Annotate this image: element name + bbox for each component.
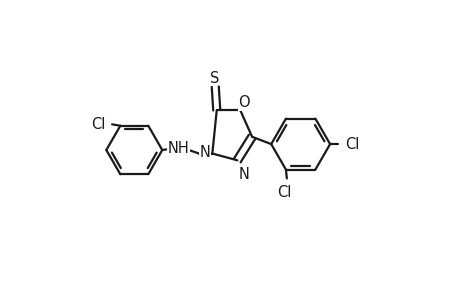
Text: Cl: Cl	[277, 185, 291, 200]
Text: O: O	[238, 95, 249, 110]
Text: Cl: Cl	[344, 136, 358, 152]
Text: NH: NH	[167, 141, 189, 156]
Text: Cl: Cl	[91, 117, 106, 132]
Text: N: N	[238, 167, 249, 182]
Text: S: S	[209, 71, 218, 86]
Text: N: N	[199, 145, 210, 160]
